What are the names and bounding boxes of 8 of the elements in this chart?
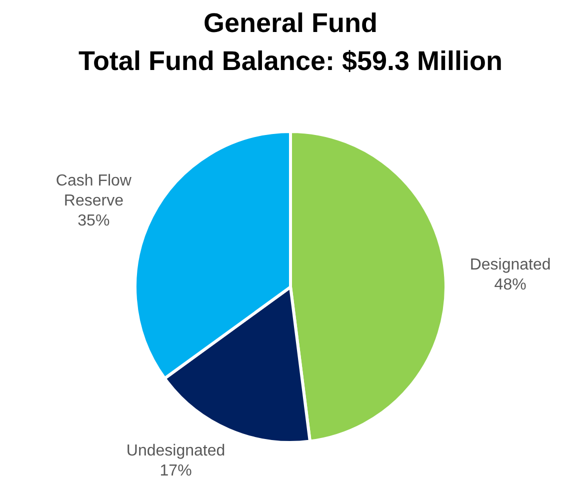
data-label: 17% bbox=[160, 462, 192, 480]
data-label: 35% bbox=[78, 212, 110, 230]
slice-label: Designated bbox=[470, 256, 551, 274]
chart-title: General Fund bbox=[202, 7, 379, 40]
data-label: 48% bbox=[494, 276, 526, 294]
slice-label: Undesignated bbox=[126, 442, 226, 460]
chart-subtitle: Total Fund Balance: $59.3 Million bbox=[77, 45, 504, 78]
slice-label: Cash Flow Reserve bbox=[56, 172, 132, 210]
